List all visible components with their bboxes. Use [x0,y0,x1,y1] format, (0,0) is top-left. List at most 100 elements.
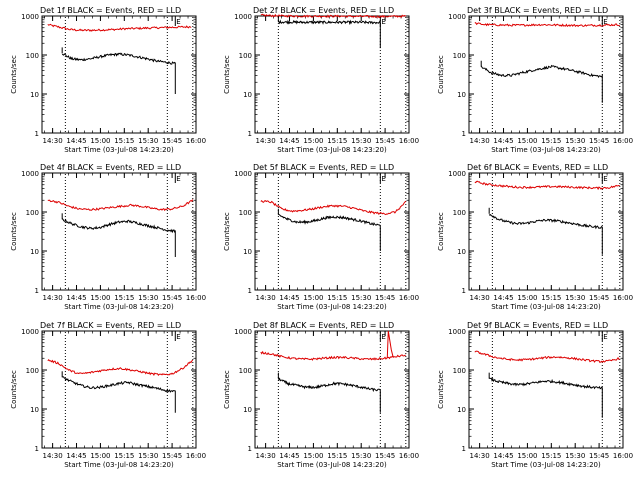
panel-9: Det 9f BLACK = Events, RED = LLD 1 10 100 10… [437,321,633,469]
events-series-line [278,213,381,251]
event-marker-label: E [603,175,607,183]
y-tick-label: 100 [453,209,466,217]
lld-series-line [260,13,407,19]
x-tick-label: 15:45 [162,452,182,460]
x-tick-label: 15:00 [90,137,110,145]
x-tick-label: 14:45 [493,137,513,145]
x-tick-label: 15:30 [351,452,371,460]
events-series-line [277,377,381,413]
x-axis-label: Start Time (03-Jul-08 14:23:20) [491,303,601,311]
panel-title: Det 1f BLACK = Events, RED = LLD [40,6,181,15]
y-tick-label: 1000 [234,328,252,336]
events-series-line [488,377,603,418]
x-tick-label: 16:00 [186,137,206,145]
panel-title: Det 2f BLACK = Events, RED = LLD [253,6,394,15]
x-tick-label: 14:45 [66,137,86,145]
x-tick-label: 15:00 [303,137,323,145]
y-tick-label: 100 [239,367,252,375]
x-axis-label: Start Time (03-Jul-08 14:23:20) [491,146,601,154]
x-tick-label: 15:45 [375,137,395,145]
panel-7: Det 7f BLACK = Events, RED = LLD 1 10 100 10… [10,321,206,469]
y-tick-label: 10 [243,248,252,256]
lld-series-line [47,199,194,212]
x-tick-label: 15:00 [303,452,323,460]
x-tick-label: 14:45 [66,294,86,302]
x-tick-label: 16:00 [399,294,419,302]
x-tick-label: 14:30 [470,294,490,302]
events-series-line [480,64,603,103]
event-marker-label: E [381,175,385,183]
x-axis-label: Start Time (03-Jul-08 14:23:20) [277,303,387,311]
lld-series-line [260,199,407,216]
x-tick-label: 15:45 [375,294,395,302]
x-tick-label: 14:45 [279,294,299,302]
x-tick-label: 15:30 [138,452,158,460]
x-tick-label: 14:45 [279,452,299,460]
x-tick-label: 16:00 [186,294,206,302]
x-tick-label: 15:15 [114,452,134,460]
y-tick-label: 10 [30,406,39,414]
events-series-line [62,376,176,413]
y-tick-label: 100 [239,209,252,217]
events-series-line [278,19,381,49]
y-tick-label: 1000 [234,13,252,21]
panel-4: Det 4f BLACK = Events, RED = LLD 1 10 100 10… [10,163,206,311]
lld-series-line [474,22,621,28]
x-tick-label: 15:00 [517,452,537,460]
x-tick-label: 14:45 [66,452,86,460]
y-tick-label: 1 [35,130,39,138]
x-axis-label: Start Time (03-Jul-08 14:23:20) [64,303,174,311]
y-tick-label: 1000 [448,170,466,178]
y-tick-label: 1 [462,445,466,453]
x-tick-label: 15:30 [138,137,158,145]
lld-series-line [47,23,192,32]
x-tick-label: 15:00 [517,137,537,145]
y-tick-label: 100 [239,52,252,60]
x-tick-label: 14:30 [256,137,276,145]
x-tick-label: 15:15 [114,137,134,145]
x-tick-label: 15:30 [565,452,585,460]
y-axis-label: Counts/sec [223,212,231,251]
events-series-line [61,52,176,94]
panel-title: Det 9f BLACK = Events, RED = LLD [467,321,608,330]
y-tick-label: 1 [35,445,39,453]
y-tick-label: 1 [248,287,252,295]
y-tick-label: 10 [243,91,252,99]
event-marker-label: E [381,333,385,341]
plot-frame [41,172,197,291]
x-tick-label: 15:45 [162,137,182,145]
events-series-line [488,213,603,255]
plot-frame [468,172,624,291]
y-tick-label: 1000 [448,13,466,21]
plot-frame [468,15,624,134]
x-tick-label: 15:15 [327,294,347,302]
event-marker-label: E [176,18,180,26]
x-tick-label: 15:30 [138,294,158,302]
y-tick-label: 1000 [21,13,39,21]
y-tick-label: 1000 [21,170,39,178]
x-tick-label: 14:30 [43,294,63,302]
y-tick-label: 10 [457,91,466,99]
x-tick-label: 14:45 [493,294,513,302]
y-tick-label: 100 [26,367,39,375]
y-tick-label: 1 [248,130,252,138]
y-tick-label: 1 [462,287,466,295]
lld-series-line [260,350,406,361]
panel-title: Det 8f BLACK = Events, RED = LLD [253,321,394,330]
plot-frame [41,330,197,449]
x-tick-label: 16:00 [613,452,633,460]
panel-6: Det 6f BLACK = Events, RED = LLD 1 10 100 10… [437,163,633,311]
x-tick-label: 15:30 [351,294,371,302]
y-axis-label: Counts/sec [10,370,18,409]
x-tick-label: 14:30 [470,137,490,145]
y-tick-label: 1000 [234,170,252,178]
x-tick-label: 16:00 [186,452,206,460]
y-tick-label: 1000 [448,328,466,336]
x-tick-label: 16:00 [399,137,419,145]
panel-2: Det 2f BLACK = Events, RED = LLD 1 10 100 10… [223,6,419,154]
x-tick-label: 15:45 [162,294,182,302]
panel-3: Det 3f BLACK = Events, RED = LLD 1 10 100 10… [437,6,633,154]
panel-title: Det 7f BLACK = Events, RED = LLD [40,321,181,330]
x-tick-label: 15:30 [565,294,585,302]
panel-title: Det 3f BLACK = Events, RED = LLD [467,6,608,15]
